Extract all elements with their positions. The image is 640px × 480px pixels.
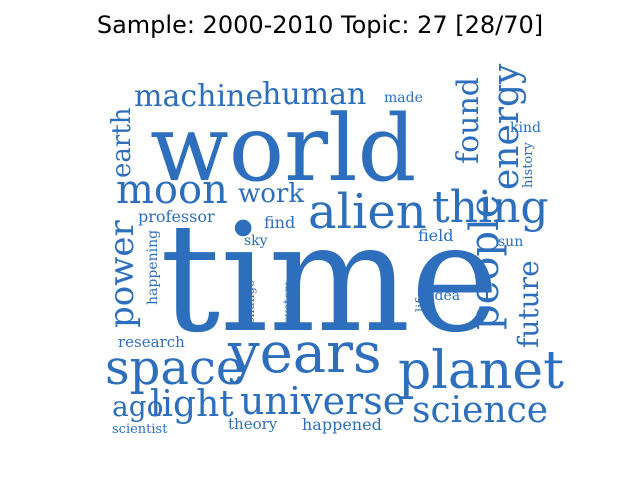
word-theory: theory [228, 415, 278, 433]
word-life: life [414, 291, 429, 312]
word-years: years [227, 321, 382, 386]
word-thing: thing [432, 182, 549, 233]
word-scientist: scientist [112, 422, 168, 437]
word-science: science [412, 390, 548, 431]
word-future: future [512, 260, 545, 348]
word-field: field [418, 226, 454, 245]
word-human: human [262, 77, 366, 112]
word-time: time [160, 192, 499, 366]
word-idea: idea [430, 288, 460, 304]
word-sky: sky [244, 233, 268, 249]
word-made: made [384, 90, 423, 106]
word-find: find [264, 213, 295, 232]
word-moon: moon [116, 167, 228, 213]
word-happening: happening [145, 230, 161, 305]
word-sun: sun [498, 234, 523, 250]
word-space: space [105, 340, 244, 396]
word-light: light [150, 384, 234, 425]
word-planet: planet [398, 341, 564, 401]
word-energy: energy [486, 63, 527, 190]
word-change: change [243, 280, 257, 324]
word-alien: alien [308, 184, 427, 240]
word-happened: happened [302, 415, 382, 434]
word-machine: machine [134, 79, 263, 114]
word-professor: professor [138, 207, 215, 226]
word-work: work [238, 179, 304, 209]
word-world: world [150, 95, 416, 202]
word-universe: universe [240, 379, 405, 423]
word-people: people [462, 195, 508, 330]
chart-title: Sample: 2000-2010 Topic: 27 [28/70] [96, 11, 544, 39]
word-earth: earth [107, 107, 137, 178]
word-system: system [281, 280, 295, 323]
word-research: research [118, 333, 185, 351]
word-ago: ago [112, 390, 163, 423]
word-history: history [521, 142, 536, 188]
word-kind: kind [510, 120, 541, 136]
word-power: power [102, 220, 142, 328]
word-found: found [451, 77, 486, 164]
